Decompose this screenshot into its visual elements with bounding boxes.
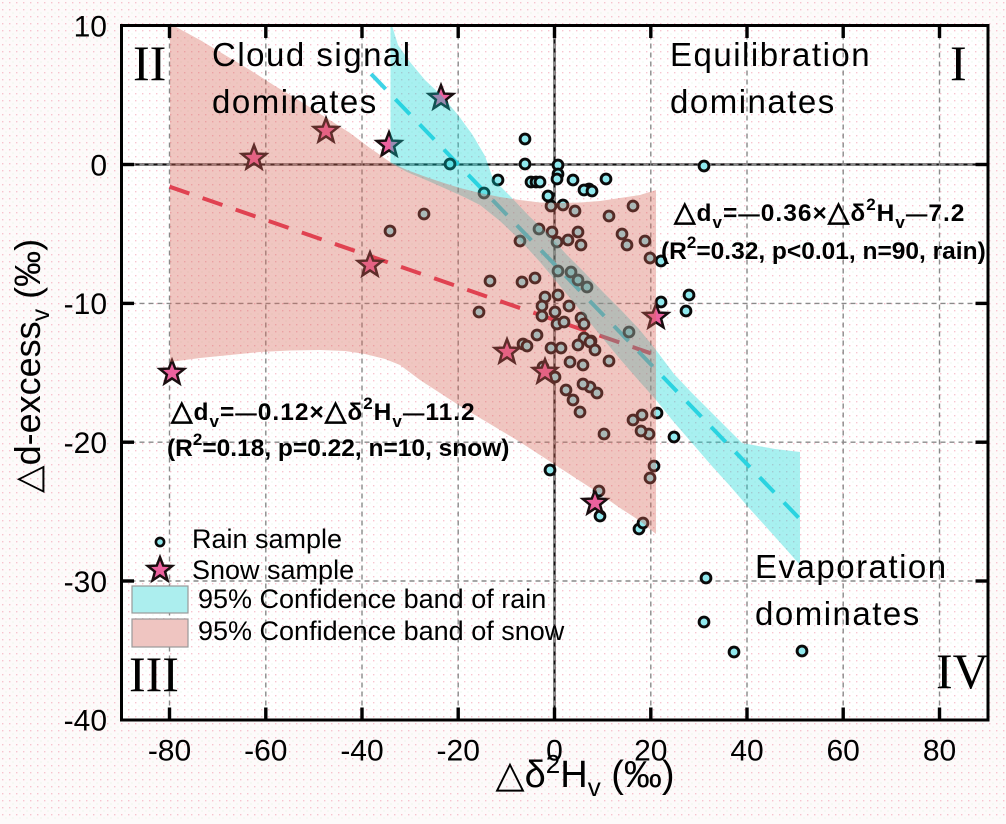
svg-text:-80: -80	[148, 735, 191, 768]
svg-text:-30: -30	[64, 566, 107, 599]
svg-text:I: I	[950, 35, 967, 91]
svg-text:-40: -40	[64, 705, 107, 738]
svg-text:0: 0	[546, 735, 563, 768]
svg-text:95% Confidence band of rain: 95% Confidence band of rain	[198, 584, 546, 614]
svg-text:Evaporation: Evaporation	[755, 548, 948, 585]
svg-text:-20: -20	[64, 427, 107, 460]
svg-text:60: 60	[827, 735, 860, 768]
svg-text:dominates: dominates	[670, 83, 836, 120]
svg-text:Rain sample: Rain sample	[192, 524, 342, 554]
svg-text:10: 10	[74, 11, 107, 44]
svg-text:95% Confidence band of snow: 95% Confidence band of snow	[198, 616, 565, 646]
svg-text:-40: -40	[340, 735, 383, 768]
svg-text:-60: -60	[244, 735, 287, 768]
svg-text:-20: -20	[437, 735, 480, 768]
svg-text:dominates: dominates	[212, 83, 378, 120]
svg-text:(R2=0.32, p<0.01, n=90, rain): (R2=0.32, p<0.01, n=90, rain)	[661, 233, 986, 265]
svg-text:△δ2Hv (‰): △δ2Hv (‰)	[495, 749, 674, 802]
svg-text:dominates: dominates	[755, 595, 921, 632]
svg-text:IV: IV	[936, 643, 989, 699]
svg-text:△dv=—0.36×△δ2Hv—7.2: △dv=—0.36×△δ2Hv—7.2	[673, 195, 965, 232]
svg-text:40: 40	[730, 735, 763, 768]
svg-text:(R2=0.18, p=0.22, n=10, snow): (R2=0.18, p=0.22, n=10, snow)	[167, 430, 509, 462]
svg-text:Equilibration: Equilibration	[670, 36, 871, 73]
svg-text:80: 80	[923, 735, 956, 768]
svg-text:0: 0	[90, 149, 107, 182]
svg-text:20: 20	[634, 735, 667, 768]
svg-text:III: III	[129, 646, 179, 702]
svg-text:Cloud signal: Cloud signal	[212, 36, 412, 73]
svg-text:II: II	[133, 35, 166, 91]
svg-text:△dv=—0.12×△δ2Hv—11.2: △dv=—0.12×△δ2Hv—11.2	[170, 394, 476, 431]
svg-text:-10: -10	[64, 288, 107, 321]
svg-text:Snow sample: Snow sample	[192, 555, 354, 585]
svg-text:△d-excessv (‰): △d-excessv (‰)	[7, 239, 55, 493]
